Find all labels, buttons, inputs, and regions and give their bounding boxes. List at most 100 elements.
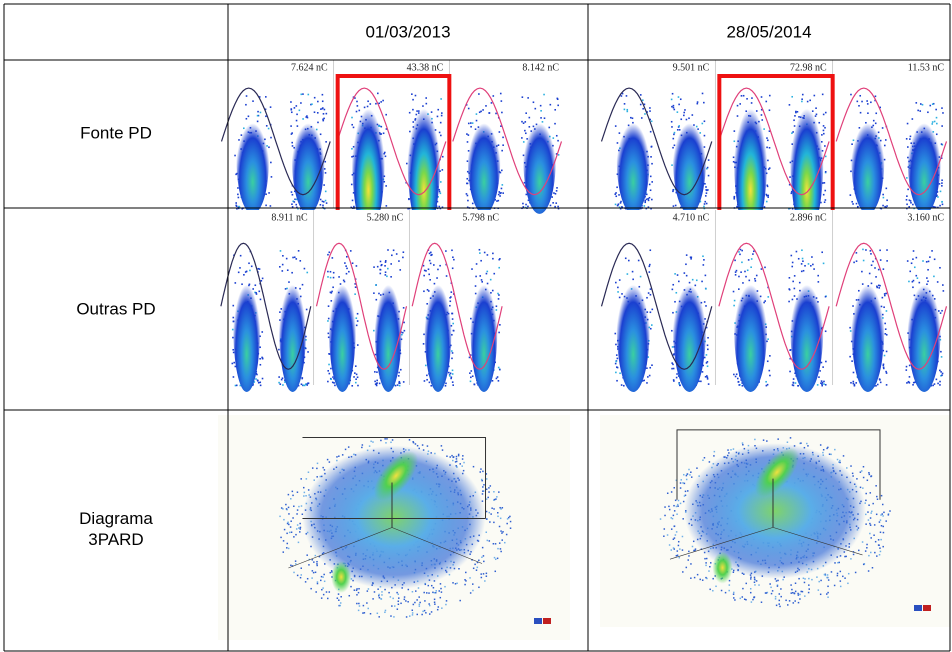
pd-point xyxy=(282,264,284,266)
pd-point xyxy=(697,103,699,105)
pd-point xyxy=(330,572,332,574)
pd-point xyxy=(408,589,410,591)
pd-point xyxy=(884,145,886,147)
pd-point xyxy=(741,262,743,264)
pd-point xyxy=(863,466,865,468)
pd-point xyxy=(286,258,288,260)
pd-point xyxy=(385,261,387,263)
pd-point xyxy=(356,374,358,376)
pd-point xyxy=(251,266,253,268)
pd-point xyxy=(385,114,387,116)
pd-point xyxy=(378,616,380,618)
pd-point xyxy=(704,120,706,122)
pd-point xyxy=(872,261,874,263)
pd-point xyxy=(308,564,310,566)
pd-point xyxy=(291,191,293,193)
pd-point xyxy=(932,103,934,105)
pd-point xyxy=(869,523,871,525)
pd-point xyxy=(883,526,885,528)
pd-point xyxy=(868,504,870,506)
pd-point xyxy=(777,438,779,440)
pd-point xyxy=(851,360,853,362)
pd-point xyxy=(522,96,524,98)
pd-point xyxy=(702,93,704,95)
pd-point xyxy=(683,501,685,503)
pd-point xyxy=(696,467,698,469)
pd-point xyxy=(871,264,873,266)
pd-point xyxy=(498,200,500,202)
pd-point xyxy=(796,251,798,253)
pd-point xyxy=(418,587,420,589)
pd-point xyxy=(327,459,329,461)
pd-point xyxy=(676,531,678,533)
pd-point xyxy=(804,578,806,580)
pd-point xyxy=(403,381,405,383)
pd-point xyxy=(294,198,296,200)
pd-point xyxy=(486,518,488,520)
pd-point xyxy=(624,109,626,111)
pd-point xyxy=(771,593,773,595)
pd-point xyxy=(617,205,619,207)
pd-point xyxy=(709,589,711,591)
pd-point xyxy=(270,162,272,164)
pd-point xyxy=(429,253,431,255)
pd-point xyxy=(915,102,917,104)
pd-point xyxy=(509,516,511,518)
pd-point xyxy=(672,189,674,191)
pd-point xyxy=(823,263,825,265)
pd-point xyxy=(425,365,427,367)
pd-point xyxy=(337,597,339,599)
pd-point xyxy=(397,608,399,610)
pd-point xyxy=(885,371,887,373)
pd-point xyxy=(524,130,526,132)
pd-point xyxy=(672,312,674,314)
pd-point xyxy=(750,592,752,594)
pd-point xyxy=(298,250,300,252)
pd-point xyxy=(320,199,322,201)
pd-point xyxy=(850,194,852,196)
pd-point xyxy=(754,596,756,598)
pd-point xyxy=(839,462,841,464)
pd-point xyxy=(364,612,366,614)
pd-point xyxy=(270,106,272,108)
pd-point xyxy=(523,141,525,143)
pd-point xyxy=(396,592,398,594)
pd-point xyxy=(690,256,692,258)
pd-point xyxy=(499,542,501,544)
pd-point xyxy=(555,193,557,195)
pd-point xyxy=(674,510,676,512)
pd-point xyxy=(937,281,939,283)
pd-point xyxy=(669,544,671,546)
pd-point xyxy=(690,471,692,473)
pd-point xyxy=(793,382,795,384)
pd-point xyxy=(440,588,442,590)
pd-point xyxy=(837,573,839,575)
pd-point xyxy=(855,572,857,574)
pd-point xyxy=(270,137,272,139)
pd-point xyxy=(733,374,735,376)
pd-point xyxy=(837,575,839,577)
pd-point xyxy=(449,456,451,458)
pd-point xyxy=(499,507,501,509)
pd-point xyxy=(754,584,756,586)
pd-point xyxy=(676,506,678,508)
pd-point xyxy=(702,579,704,581)
pd-point xyxy=(259,358,261,360)
pd-point xyxy=(707,378,709,380)
pd-point xyxy=(863,260,865,262)
pd-point xyxy=(941,356,943,358)
pd-point xyxy=(794,593,796,595)
pd-point xyxy=(498,259,500,261)
pd-point xyxy=(260,299,262,301)
pd-point xyxy=(412,99,414,101)
pd-point xyxy=(280,250,282,252)
pd-point xyxy=(700,381,702,383)
pd-point xyxy=(886,249,888,251)
pd-point xyxy=(497,376,499,378)
pd-point xyxy=(278,376,280,378)
pd-point xyxy=(416,599,418,601)
pd-point xyxy=(317,101,319,103)
pd-point xyxy=(498,332,500,334)
pd-point xyxy=(638,260,640,262)
pd-point xyxy=(403,322,405,324)
